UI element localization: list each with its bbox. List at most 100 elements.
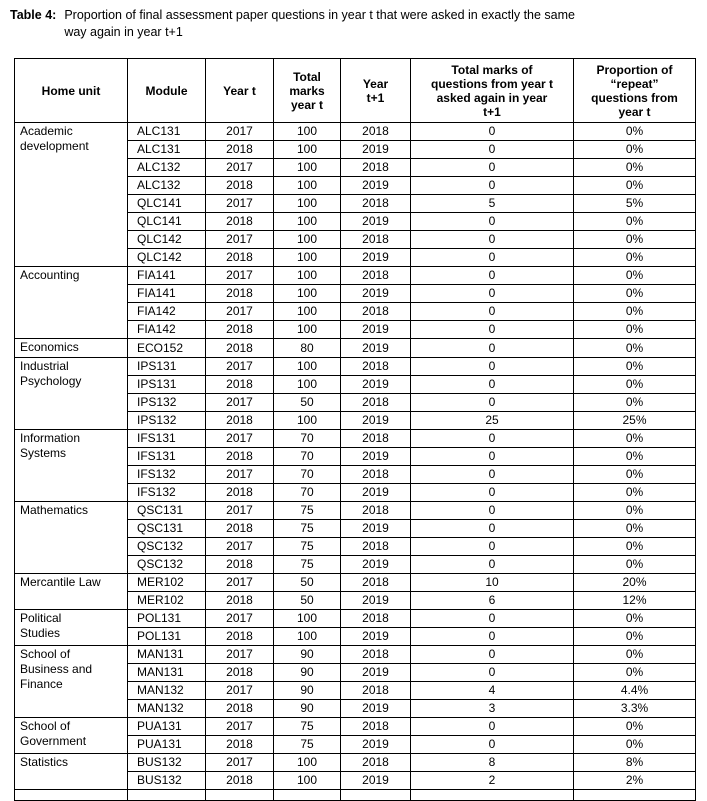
proportion-repeat-cell: 0% [573,122,696,141]
marks-repeated-cell: 0 [410,122,574,141]
table-row: IFS132 2018 70 2019 0 0% [15,483,696,502]
year-t-plus-1-cell: 2018 [340,537,411,556]
year-t-cell: 2018 [205,284,274,303]
total-marks-cell: 100 [273,609,341,628]
marks-repeated-cell: 0 [410,717,574,736]
total-marks-cell: 90 [273,681,341,700]
proportion-repeat-cell: 0% [573,393,696,412]
module-cell: QLC141 [127,212,206,231]
proportion-repeat-cell: 0% [573,176,696,195]
year-t-cell: 2018 [205,591,274,610]
table-row: Political Studies POL131 2017 100 2018 0 0% [14,609,696,646]
empty-clipped-cell [205,789,274,801]
proportion-repeat-cell: 0% [573,519,696,538]
table-header-row: Home unit Module Year t Total marks year… [14,58,696,123]
year-t-cell: 2018 [205,555,274,574]
module-cell: QLC141 [127,194,206,213]
year-t-plus-1-cell: 2018 [340,501,411,520]
year-t-plus-1-cell: 2018 [340,609,411,628]
module-cell: BUS132 [127,753,206,772]
total-marks-cell: 100 [273,194,341,213]
marks-repeated-cell: 6 [410,591,574,610]
year-t-plus-1-cell: 2018 [340,158,411,177]
proportion-repeat-cell: 12% [573,591,696,610]
total-marks-cell: 90 [273,645,341,664]
year-t-cell: 2018 [205,663,274,682]
table-row: Statistics BUS132 2017 100 2018 8 8% [14,753,696,790]
year-t-plus-1-cell: 2019 [340,771,411,790]
marks-repeated-cell: 0 [410,519,574,538]
year-t-plus-1-cell: 2018 [340,681,411,700]
year-t-plus-1-cell: 2018 [340,573,411,592]
module-cell: QLC142 [127,230,206,249]
total-marks-cell: 100 [273,176,341,195]
year-t-cell: 2017 [205,194,274,213]
marks-repeated-cell: 25 [410,411,574,430]
proportion-repeat-cell: 0% [573,302,696,321]
column-header-proportion-repeat: Proportion of “repeat” questions from ye… [573,58,696,123]
year-t-cell: 2018 [205,212,274,231]
total-marks-cell: 100 [273,411,341,430]
total-marks-cell: 75 [273,555,341,574]
year-t-plus-1-cell: 2019 [340,699,411,718]
module-cell: MER102 [127,591,206,610]
proportion-repeat-cell: 25% [573,411,696,430]
proportion-repeat-cell: 0% [573,357,696,376]
table-row: MAN131 2018 90 2019 0 0% [15,663,696,682]
total-marks-cell: 100 [273,140,341,159]
year-t-cell: 2018 [205,735,274,754]
table-caption: Table 4: Proportion of final assessment … [10,7,702,41]
module-cell: ALC131 [127,122,206,141]
assessment-table: Home unit Module Year t Total marks year… [14,58,696,801]
year-t-plus-1-cell: 2018 [340,230,411,249]
marks-repeated-cell: 0 [410,266,574,285]
table-row: School of Government PUA131 2017 75 2018 0 0% [14,717,696,754]
home-unit-cell: Accounting [14,266,128,339]
proportion-repeat-cell: 0% [573,555,696,574]
marks-repeated-cell: 5 [410,194,574,213]
proportion-repeat-cell: 4.4% [573,681,696,700]
year-t-cell: 2017 [205,645,274,664]
module-cell: IPS131 [127,375,206,394]
proportion-repeat-cell: 0% [573,284,696,303]
module-cell: FIA142 [127,320,206,339]
year-t-cell: 2017 [205,573,274,592]
table-row: FIA142 2018 100 2019 0 0% [15,320,696,339]
table-row: IFS132 2017 70 2018 0 0% [15,465,696,484]
total-marks-cell: 100 [273,357,341,376]
table-caption-label: Table 4: [10,8,57,22]
year-t-cell: 2017 [205,717,274,736]
marks-repeated-cell: 0 [410,735,574,754]
marks-repeated-cell: 0 [410,483,574,502]
proportion-repeat-cell: 0% [573,447,696,466]
marks-repeated-cell: 0 [410,609,574,628]
home-unit-cell: School of Business and Finance [14,645,128,718]
year-t-cell: 2018 [205,375,274,394]
module-cell: POL131 [127,627,206,646]
total-marks-cell: 100 [273,375,341,394]
proportion-repeat-cell: 0% [573,501,696,520]
year-t-cell: 2018 [205,699,274,718]
year-t-plus-1-cell: 2018 [340,302,411,321]
marks-repeated-cell: 0 [410,465,574,484]
marks-repeated-cell: 10 [410,573,574,592]
table-row: QSC132 2017 75 2018 0 0% [15,537,696,556]
proportion-repeat-cell: 0% [573,645,696,664]
total-marks-cell: 75 [273,717,341,736]
home-unit-cell: Academic development [14,122,128,267]
proportion-repeat-cell: 0% [573,627,696,646]
year-t-plus-1-cell: 2019 [340,555,411,574]
table-row: Accounting FIA141 2017 100 2018 0 0% [14,266,696,339]
module-cell: IPS131 [127,357,206,376]
module-cell: MER102 [127,573,206,592]
year-t-plus-1-cell: 2019 [340,248,411,267]
proportion-repeat-cell: 0% [573,717,696,736]
marks-repeated-cell: 0 [410,627,574,646]
year-t-plus-1-cell: 2019 [340,627,411,646]
marks-repeated-cell: 0 [410,537,574,556]
marks-repeated-cell: 0 [410,501,574,520]
marks-repeated-cell: 8 [410,753,574,772]
module-cell: QSC131 [127,519,206,538]
marks-repeated-cell: 0 [410,663,574,682]
year-t-plus-1-cell: 2019 [340,212,411,231]
